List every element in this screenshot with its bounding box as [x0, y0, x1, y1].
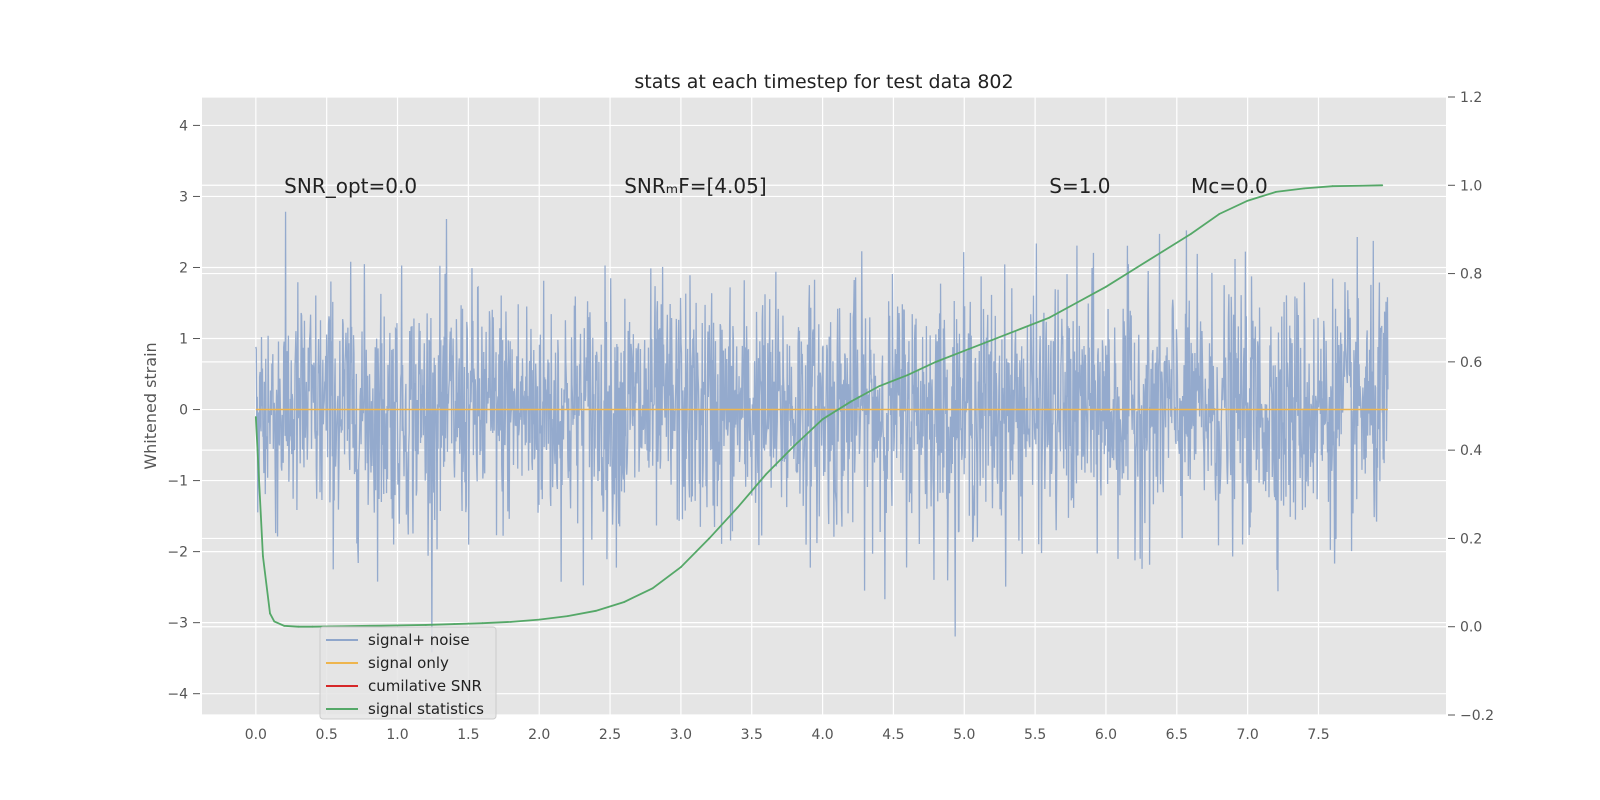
signal-statistics-point [594, 609, 597, 612]
signal-statistics-point [1105, 285, 1107, 288]
signal-statistics-point [311, 625, 314, 628]
y-tick-label: −4 [167, 687, 188, 703]
signal-statistics-point [509, 620, 512, 623]
signal-statistics-point [736, 506, 739, 509]
signal-statistics-point [1076, 301, 1079, 304]
signal-statistics-point [991, 338, 994, 341]
y-tick-label: 3 [179, 189, 188, 205]
x-tick-label: 7.0 [1237, 727, 1259, 743]
y-tick-label: −2 [167, 545, 188, 561]
signal-statistics-point [1331, 185, 1334, 188]
legend-label: cumilative SNR [368, 677, 482, 695]
signal-statistics-point [1218, 213, 1221, 215]
legend-label: signal statistics [368, 700, 484, 718]
signal-statistics-point [765, 473, 767, 476]
signal-statistics-point [283, 624, 286, 627]
signal-statistics-point [481, 622, 484, 625]
signal-statistics-point [453, 623, 456, 625]
y2-tick-label: 0.8 [1460, 267, 1482, 283]
signal-statistics-point [262, 555, 264, 557]
legend: signal+ noise signal only cumilative SNR si… [319, 626, 497, 720]
x-tick-label: 2.0 [528, 727, 550, 743]
y-tick-label: 4 [179, 118, 188, 134]
signal-statistics-point [424, 624, 427, 626]
x-tick-label: 6.0 [1095, 727, 1117, 743]
x-tick-label: 6.5 [1166, 727, 1188, 743]
signal-statistics-point [1020, 327, 1022, 330]
annotation-layer: SNR_opt=0.0 SNRₘF=[4.05] S=1.0 Mᴄ=0.0 [284, 174, 1268, 198]
signal-statistics-point [1048, 316, 1051, 319]
grid-layer [202, 96, 1446, 716]
signal-statistics-point [1133, 268, 1136, 271]
y-axis-title: Whitened strain [141, 342, 160, 469]
signal-statistics-point [1381, 184, 1384, 187]
signal-statistics-point [1161, 250, 1164, 253]
y-tick-label: 0 [179, 403, 188, 419]
signal-statistics-point [1360, 184, 1362, 187]
x-tick-label: 0.0 [245, 727, 267, 743]
chart-title: stats at each timestep for test data 802 [634, 71, 1013, 93]
series-signal-noise-line [255, 211, 1389, 653]
signal-statistics-point [396, 624, 399, 627]
y2-tick-label: 0.4 [1460, 443, 1482, 459]
signal-statistics-point [963, 349, 966, 352]
x-tick-label: 3.0 [670, 727, 692, 743]
x-tick-label: 5.0 [953, 727, 975, 743]
y-tick-label: −1 [167, 474, 188, 490]
signal-statistics-point [623, 601, 626, 603]
signal-statistics-point [269, 612, 271, 615]
signal-statistics-point [850, 400, 852, 403]
legend-label: signal only [368, 654, 449, 672]
y-tick-label: 1 [179, 332, 188, 348]
signal-statistics-point [1190, 232, 1192, 235]
signal-statistics-point [1275, 191, 1277, 193]
y2-tick-label: 0.2 [1460, 531, 1482, 547]
x-tick-label: 1.5 [457, 727, 479, 743]
signal-statistics-point [906, 374, 909, 376]
y2-tick-label: 0.0 [1460, 620, 1482, 636]
signal-statistics-point [935, 360, 937, 363]
signal-statistics-point [254, 416, 257, 418]
signal-statistics-point [566, 615, 569, 618]
x-tick-label: 5.5 [1024, 727, 1046, 743]
annotation-label: SNRₘF=[4.05] [624, 174, 766, 198]
x-tick-label: 1.0 [386, 727, 408, 743]
y-tick-label: −3 [167, 616, 188, 632]
annotation-label: S=1.0 [1049, 174, 1110, 198]
tick-layer: 0.0 0.5 1.0 1.5 2.0 2.5 3.0 3.5 4.0 4.5 5.0 5.5 6.0 6… [167, 90, 1494, 743]
legend-box [319, 626, 497, 720]
x-tick-label: 7.5 [1307, 727, 1329, 743]
legend-label: signal+ noise [368, 631, 470, 649]
signal-statistics-point [1246, 199, 1249, 202]
signal-statistics-point [651, 587, 654, 590]
signal-statistics-point [680, 566, 682, 569]
series-layer [254, 184, 1389, 653]
y2-tick-label: 1.2 [1460, 90, 1482, 106]
signal-statistics-point [708, 537, 711, 540]
x-tick-label: 2.5 [599, 727, 621, 743]
signal-statistics-point [878, 385, 881, 388]
y2-tick-label: 1.0 [1460, 178, 1482, 194]
y2-tick-label: −0.2 [1460, 708, 1494, 724]
signal-statistics-point [821, 418, 824, 421]
x-tick-label: 4.0 [811, 727, 833, 743]
x-tick-label: 4.5 [882, 727, 904, 743]
annotation-label: SNR_opt=0.0 [284, 174, 417, 198]
y-tick-label: 2 [179, 260, 188, 276]
signal-statistics-point [273, 620, 276, 623]
signal-statistics-point [1303, 187, 1306, 190]
x-tick-label: 0.5 [316, 727, 338, 743]
signal-statistics-point [297, 625, 300, 628]
x-tick-label: 3.5 [741, 727, 763, 743]
signal-statistics-point [538, 618, 541, 621]
signal-statistics-point [368, 624, 371, 627]
y2-tick-label: 0.6 [1460, 355, 1482, 371]
signal-statistics-point [793, 444, 796, 447]
annotation-label: Mᴄ=0.0 [1191, 174, 1268, 198]
